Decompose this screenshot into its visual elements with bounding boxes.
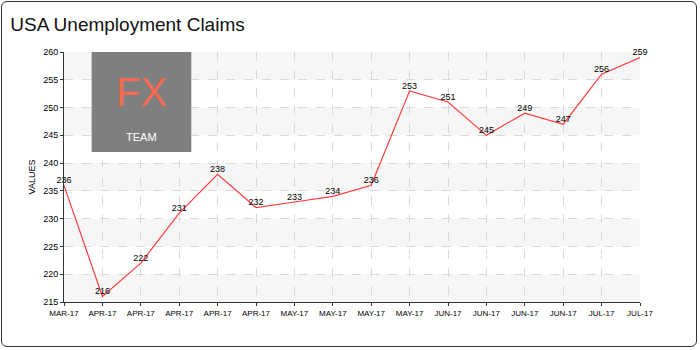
svg-text:JUN-17: JUN-17 [434, 309, 462, 318]
svg-text:JUN-17: JUN-17 [511, 309, 539, 318]
svg-text:250: 250 [43, 103, 58, 113]
svg-text:220: 220 [43, 269, 58, 279]
svg-text:230: 230 [43, 214, 58, 224]
svg-text:JUN-17: JUN-17 [550, 309, 578, 318]
svg-text:APR-17: APR-17 [88, 309, 117, 318]
svg-text:240: 240 [43, 158, 58, 168]
svg-text:USA Unemployment Claims: USA Unemployment Claims [10, 14, 244, 35]
svg-text:235: 235 [43, 186, 58, 196]
svg-text:MAY-17: MAY-17 [357, 309, 385, 318]
svg-text:234: 234 [325, 186, 340, 196]
svg-text:231: 231 [172, 203, 187, 213]
svg-text:VALUES: VALUES [27, 160, 37, 195]
svg-text:253: 253 [402, 81, 417, 91]
svg-text:JUN-17: JUN-17 [473, 309, 501, 318]
svg-text:236: 236 [56, 175, 71, 185]
svg-text:APR-17: APR-17 [165, 309, 194, 318]
svg-text:249: 249 [517, 103, 532, 113]
svg-text:247: 247 [556, 114, 571, 124]
svg-text:FX: FX [116, 70, 167, 114]
svg-text:245: 245 [479, 125, 494, 135]
svg-text:260: 260 [43, 47, 58, 57]
svg-text:APR-17: APR-17 [127, 309, 156, 318]
svg-text:255: 255 [43, 75, 58, 85]
svg-text:232: 232 [248, 197, 263, 207]
svg-text:APR-17: APR-17 [204, 309, 233, 318]
svg-text:222: 222 [133, 253, 148, 263]
svg-text:256: 256 [594, 64, 609, 74]
svg-text:245: 245 [43, 130, 58, 140]
svg-text:TEAM: TEAM [126, 131, 157, 143]
svg-text:236: 236 [364, 175, 379, 185]
svg-text:216: 216 [95, 286, 110, 296]
svg-text:MAY-17: MAY-17 [396, 309, 424, 318]
svg-text:251: 251 [440, 92, 455, 102]
svg-text:225: 225 [43, 242, 58, 252]
svg-text:APR-17: APR-17 [242, 309, 271, 318]
svg-text:259: 259 [632, 47, 647, 57]
svg-text:233: 233 [287, 192, 302, 202]
svg-text:MAR-17: MAR-17 [49, 309, 79, 318]
svg-text:238: 238 [210, 164, 225, 174]
svg-text:JUL-17: JUL-17 [589, 309, 615, 318]
svg-text:JUL-17: JUL-17 [627, 309, 653, 318]
svg-text:MAY-17: MAY-17 [281, 309, 309, 318]
svg-text:MAY-17: MAY-17 [319, 309, 347, 318]
svg-text:215: 215 [43, 297, 58, 307]
